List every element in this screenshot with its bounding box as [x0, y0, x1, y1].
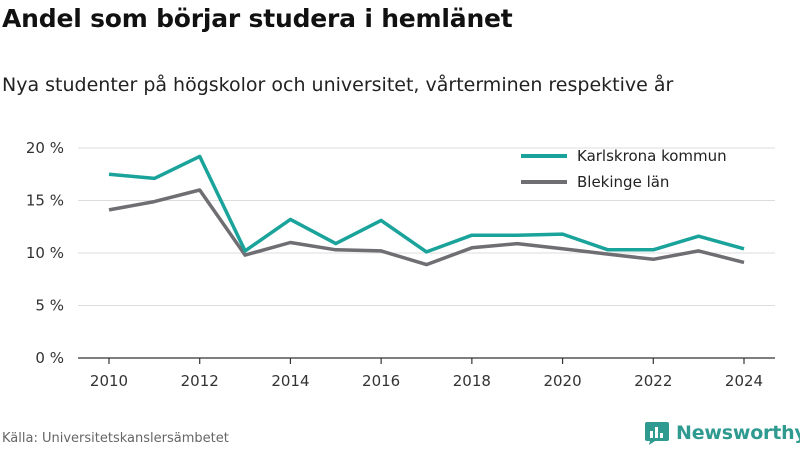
legend-label: Karlskrona kommun	[577, 147, 727, 165]
y-tick-label: 10 %	[26, 244, 64, 262]
chart-subtitle: Nya studenter på högskolor och universit…	[2, 74, 674, 96]
x-tick-label: 2010	[90, 372, 128, 390]
series-lines	[108, 154, 745, 267]
line-chart: 0 % 5 % 10 % 15 % 20 % 2010 2012 2014 2016 2018 20…	[26, 139, 775, 390]
series-line-1	[108, 188, 745, 267]
x-tick-label: 2012	[181, 372, 219, 390]
x-tick-label: 2024	[725, 372, 763, 390]
gridlines	[78, 147, 775, 306]
x-tick-label: 2016	[362, 372, 400, 390]
y-tick-label: 20 %	[26, 139, 64, 157]
y-tick-label: 15 %	[26, 192, 64, 210]
series-line-0	[108, 154, 745, 254]
bar-chart-speech-bubble-icon	[645, 422, 669, 445]
source-note: Källa: Universitetskanslersämbetet	[2, 431, 229, 446]
brand-name: Newsworthy	[676, 422, 800, 444]
brand-logo-group: Newsworthy	[644, 419, 800, 447]
x-tick-label: 2020	[543, 372, 581, 390]
y-tick-label: 5 %	[35, 297, 64, 315]
legend: Karlskrona kommun Blekinge län	[521, 147, 727, 191]
y-tick-label: 0 %	[35, 349, 64, 367]
legend-label: Blekinge län	[577, 173, 669, 191]
x-tick-label: 2014	[271, 372, 309, 390]
x-tick-label: 2022	[634, 372, 672, 390]
x-tick-label: 2018	[453, 372, 491, 390]
axes: 0 % 5 % 10 % 15 % 20 % 2010 2012 2014 2016 2018 20…	[26, 139, 775, 390]
chart-title: Andel som börjar studera i hemlänet	[2, 4, 513, 33]
